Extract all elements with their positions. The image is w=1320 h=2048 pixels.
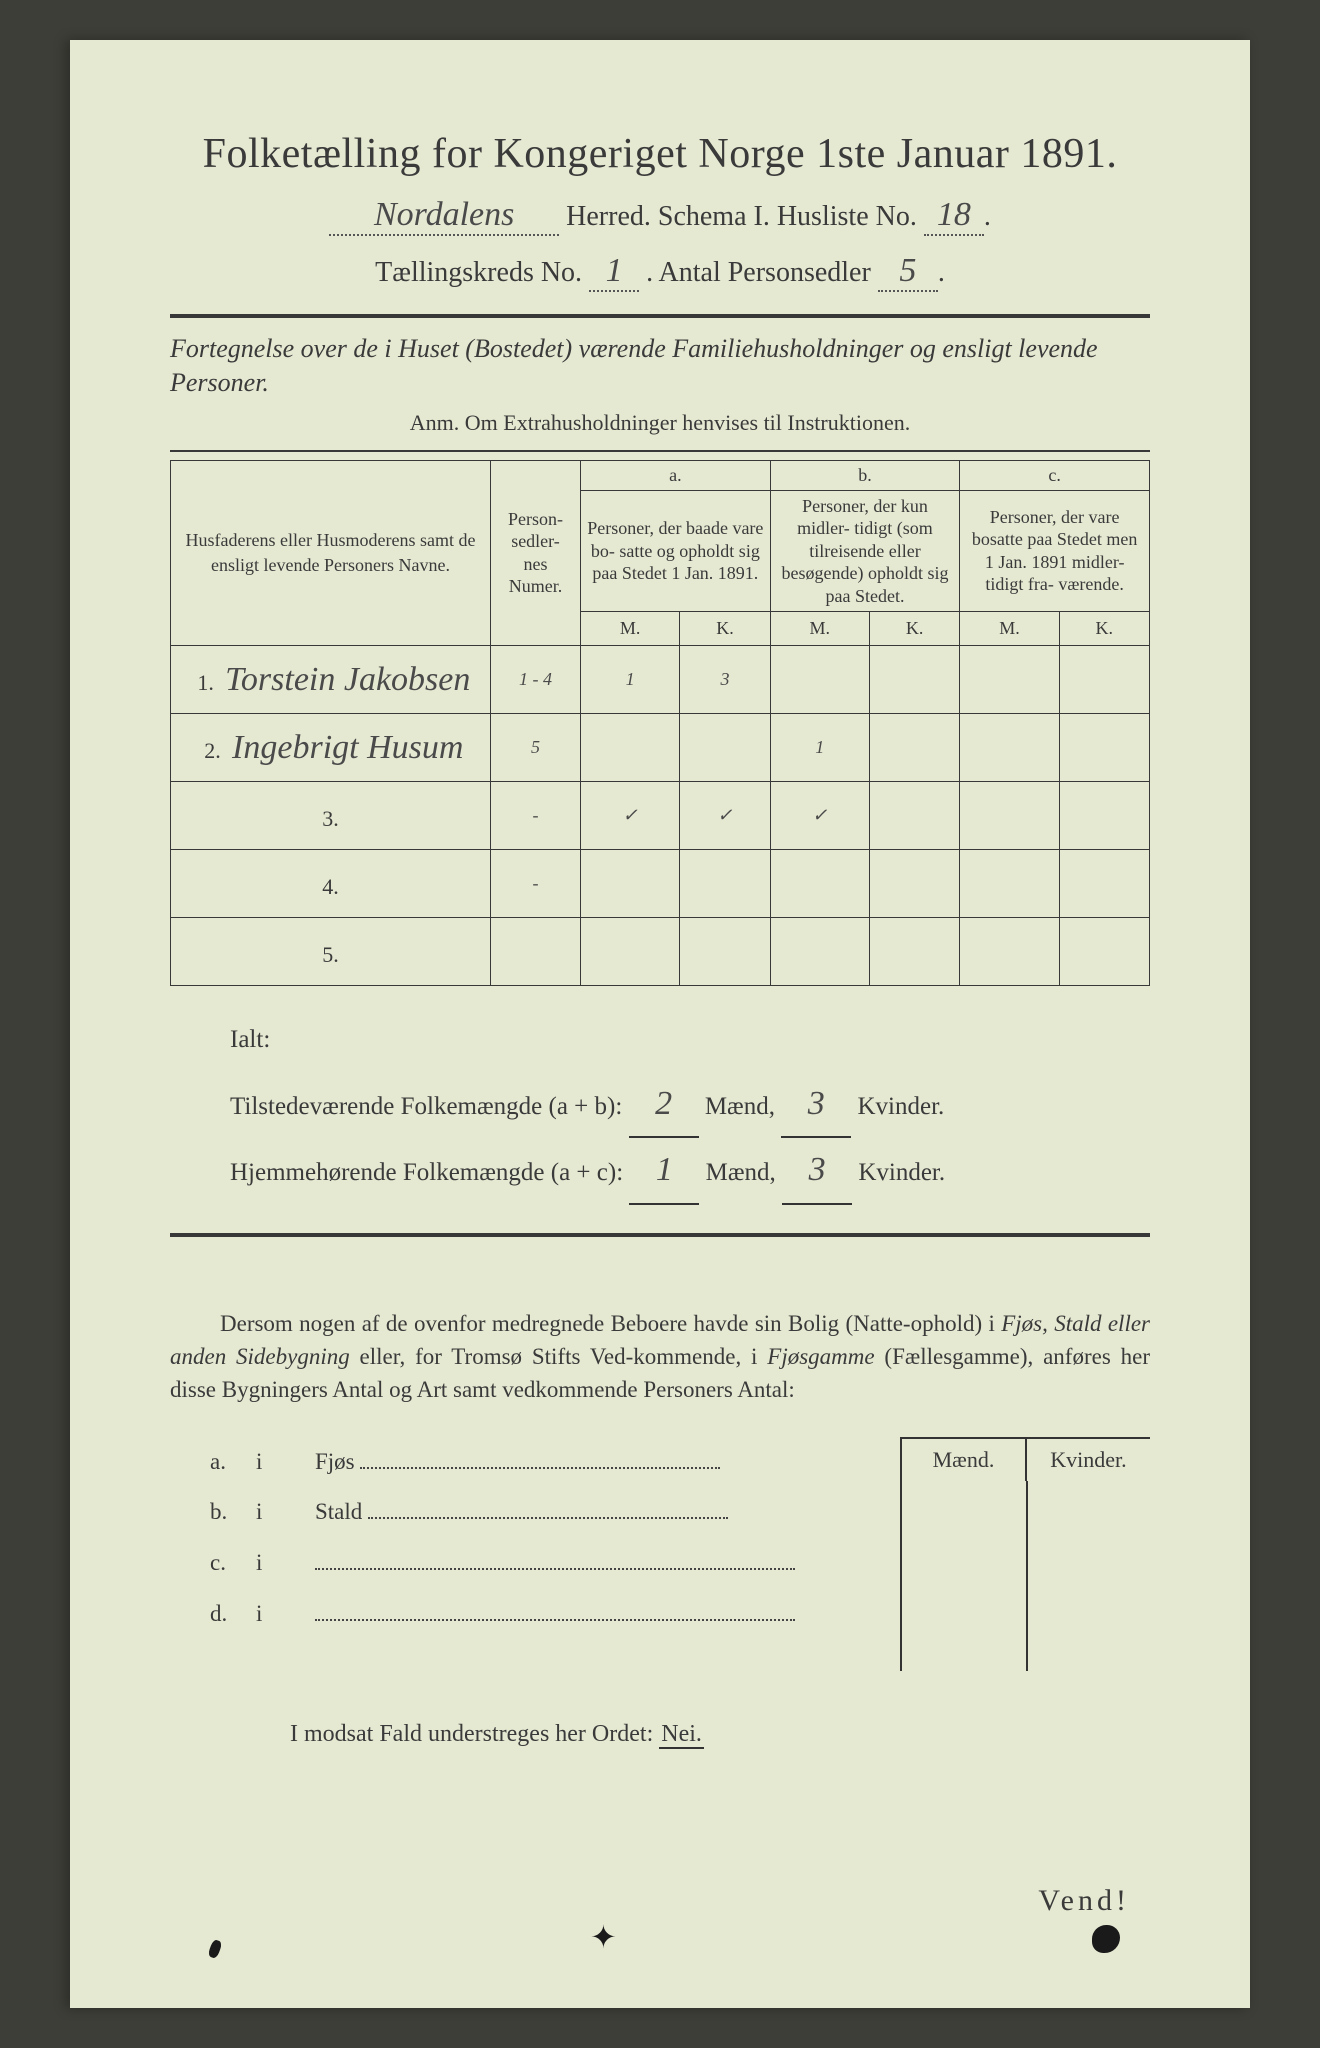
vend-label: Vend! <box>1038 1884 1130 1918</box>
intro-para-2: Anm. Om Extrahusholdninger henvises til … <box>170 410 1150 436</box>
th-c-head: Personer, der vare bosatte paa Stedet me… <box>960 490 1150 612</box>
side-buildings-list: a.i Fjøs b.i Stald c.i d.i Mænd. Kvinder… <box>170 1437 1150 1671</box>
para-pre: Dersom nogen af de ovenfor medregnede Be… <box>220 1311 1001 1336</box>
th-a-k: K. <box>680 612 770 646</box>
totals-block: Ialt: Tilstedeværende Folkemængde (a + b… <box>170 1016 1150 1205</box>
th-c-label: c. <box>960 460 1150 490</box>
mk-maend: Mænd. <box>902 1439 1027 1481</box>
tot-maend-1: Mænd, <box>705 1093 775 1120</box>
tot-ab-m: 2 <box>629 1072 699 1139</box>
totals-line-ac: Hjemmehørende Folkemængde (a + c): 1 Mæn… <box>230 1138 1150 1205</box>
side-buildings-para: Dersom nogen af de ovenfor medregnede Be… <box>170 1307 1150 1407</box>
herred-name-hand: Nordalens <box>329 196 559 236</box>
table-row: 4. - <box>171 850 1150 918</box>
th-c-k: K. <box>1059 612 1149 646</box>
table-row: 1. Torstein Jakobsen1 - 413 <box>171 646 1150 714</box>
husliste-no-hand: 18 <box>924 196 984 236</box>
tot-ac-m: 1 <box>629 1138 699 1205</box>
rule-thin-1 <box>170 450 1150 452</box>
list-item: a.i Fjøs <box>210 1437 900 1488</box>
tot-kvinder-1: Kvinder. <box>857 1093 944 1120</box>
nei-word: Nei. <box>659 1721 704 1749</box>
census-form-page: Folketælling for Kongeriget Norge 1ste J… <box>70 40 1250 2008</box>
tot-ab-pre: Tilstedeværende Folkemængde (a + b): <box>230 1093 622 1120</box>
para-mid: eller, for Tromsø Stifts Ved-kommende, i <box>350 1344 768 1369</box>
list-item: c.i <box>210 1538 900 1589</box>
line3-pre: Tællingskreds No. <box>375 257 582 288</box>
census-table: Husfaderens eller Husmoderens samt de en… <box>170 460 1150 987</box>
th-a-head: Personer, der baade vare bo- satte og op… <box>581 490 771 612</box>
header-line-3: Tællingskreds No. 1 . Antal Personsedler… <box>170 252 1150 292</box>
intro-para-1: Fortegnelse over de i Huset (Bostedet) v… <box>170 332 1150 400</box>
th-num: Person- sedler- nes Numer. <box>491 460 581 646</box>
list-item: b.i Stald <box>210 1487 900 1538</box>
tot-ac-pre: Hjemmehørende Folkemængde (a + c): <box>230 1159 623 1186</box>
th-b-label: b. <box>770 460 960 490</box>
tot-ac-k: 3 <box>782 1138 852 1205</box>
para-it2: Fjøsgamme <box>767 1344 874 1369</box>
ink-speck-icon <box>207 1939 223 1959</box>
th-a-label: a. <box>581 460 771 490</box>
mk-kvinder: Kvinder. <box>1027 1439 1150 1481</box>
rule-thick-2 <box>170 1233 1150 1237</box>
th-b-m: M. <box>770 612 869 646</box>
th-b-head: Personer, der kun midler- tidigt (som ti… <box>770 490 960 612</box>
tot-ab-k: 3 <box>781 1072 851 1139</box>
line3-mid: . Antal Personsedler <box>646 257 871 288</box>
table-row: 5. <box>171 918 1150 986</box>
table-row: 3. -✓✓✓ <box>171 782 1150 850</box>
tot-kvinder-2: Kvinder. <box>858 1159 945 1186</box>
tot-maend-2: Mænd, <box>706 1159 776 1186</box>
kreds-no-hand: 1 <box>589 252 639 292</box>
personsedler-hand: 5 <box>878 252 938 292</box>
th-name: Husfaderens eller Husmoderens samt de en… <box>171 460 491 646</box>
page-title: Folketælling for Kongeriget Norge 1ste J… <box>170 130 1150 178</box>
header-line-2: Nordalens Herred. Schema I. Husliste No.… <box>170 196 1150 236</box>
totals-line-ab: Tilstedeværende Folkemængde (a + b): 2 M… <box>230 1072 1150 1139</box>
table-row: 2. Ingebrigt Husum51 <box>171 714 1150 782</box>
rule-thick-1 <box>170 314 1150 318</box>
line2-static: Herred. Schema I. Husliste No. <box>566 201 917 232</box>
th-c-m: M. <box>960 612 1059 646</box>
ink-mark-icon: ✦ <box>590 1918 617 1956</box>
nei-pre: I modsat Fald understreges her Ordet: <box>290 1721 659 1747</box>
ink-blot-icon <box>1092 1925 1120 1953</box>
th-b-k: K. <box>869 612 959 646</box>
mk-header-box: Mænd. Kvinder. <box>900 1437 1150 1481</box>
list-item: d.i <box>210 1589 900 1640</box>
nei-line: I modsat Fald understreges her Ordet: Ne… <box>170 1721 1150 1748</box>
th-a-m: M. <box>581 612 680 646</box>
ialt-label: Ialt: <box>230 1016 1150 1064</box>
